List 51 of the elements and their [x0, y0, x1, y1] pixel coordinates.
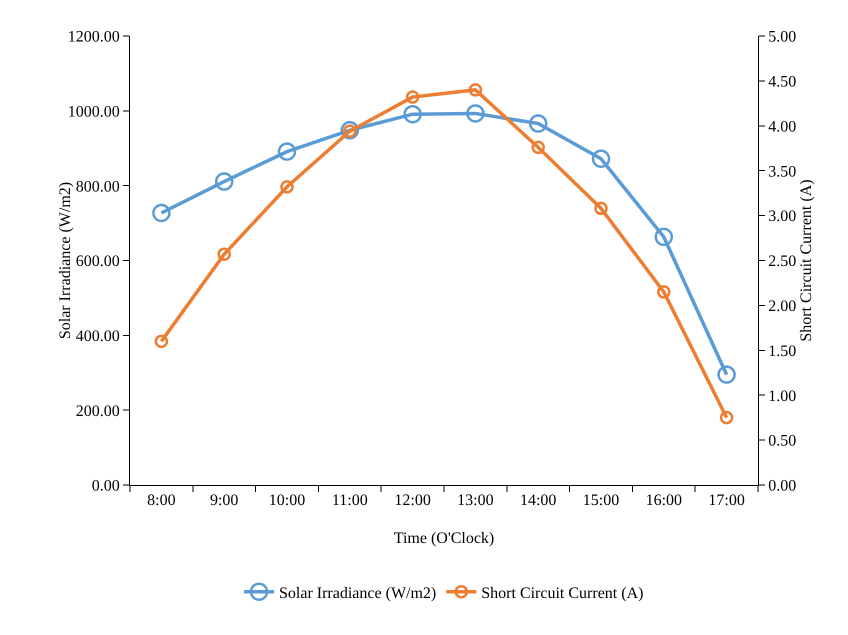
legend-label: Solar Irradiance (W/m2): [279, 584, 436, 602]
y-tick-label: 600.00: [76, 253, 120, 270]
point: [720, 410, 734, 424]
point: [278, 142, 296, 161]
point: [654, 228, 674, 246]
y2-tick-label: 2.00: [768, 298, 796, 315]
x-tick-label: 12:00: [394, 492, 431, 510]
x-tick-label: 10:00: [268, 492, 306, 510]
y2-tick-label: 1.00: [768, 388, 796, 405]
legend-label: Short Circuit Current (A): [481, 584, 644, 602]
point: [152, 204, 171, 222]
x-tick-label: 8:00: [147, 492, 176, 510]
point: [528, 114, 548, 133]
x-tick-label: 11:00: [332, 492, 368, 510]
x-tick-label: 15:00: [582, 492, 620, 510]
y-tick-label: 1200.00: [68, 28, 120, 46]
y2-tick-label: 4.00: [768, 118, 796, 136]
y-tick-label: 200.00: [76, 402, 120, 420]
y-tick-label: 0.00: [92, 478, 120, 495]
point: [531, 140, 545, 154]
y2-tick-label: 5.00: [768, 28, 796, 46]
x-tick-label: 16:00: [646, 492, 682, 510]
y2-tick-label: 3.00: [768, 208, 796, 226]
y-axis-title: Solar Irradiance (W/m2): [56, 182, 74, 340]
y2-axis-title: Short Circuit Current (A): [798, 179, 816, 342]
x-axis-title: Time (O'Clock): [394, 530, 494, 547]
point: [717, 365, 736, 384]
y2-tick-label: 0.00: [768, 478, 796, 495]
x-tick-label: 9:00: [210, 492, 238, 510]
point: [594, 202, 608, 216]
x-tick-label: 17:00: [708, 492, 745, 510]
y-tick-label: 1000.00: [68, 103, 120, 120]
y2-tick-label: 3.50: [768, 163, 796, 180]
y2-tick-label: 0.50: [768, 432, 796, 450]
x-tick-label: 13:00: [457, 492, 494, 510]
y-tick-label: 800.00: [76, 178, 120, 196]
point: [657, 285, 671, 299]
point: [406, 90, 420, 104]
y2-tick-label: 2.50: [768, 253, 796, 270]
y2-tick-label: 4.50: [768, 74, 796, 90]
point: [403, 104, 422, 124]
point: [217, 247, 231, 261]
y-tick-label: 400.00: [76, 328, 120, 345]
point: [280, 180, 294, 194]
point: [214, 172, 234, 191]
point: [466, 104, 485, 123]
x-tick-label: 14:00: [520, 492, 556, 510]
y2-tick-label: 1.50: [768, 342, 796, 360]
point: [468, 83, 482, 97]
point: [592, 149, 610, 168]
point: [154, 334, 168, 348]
